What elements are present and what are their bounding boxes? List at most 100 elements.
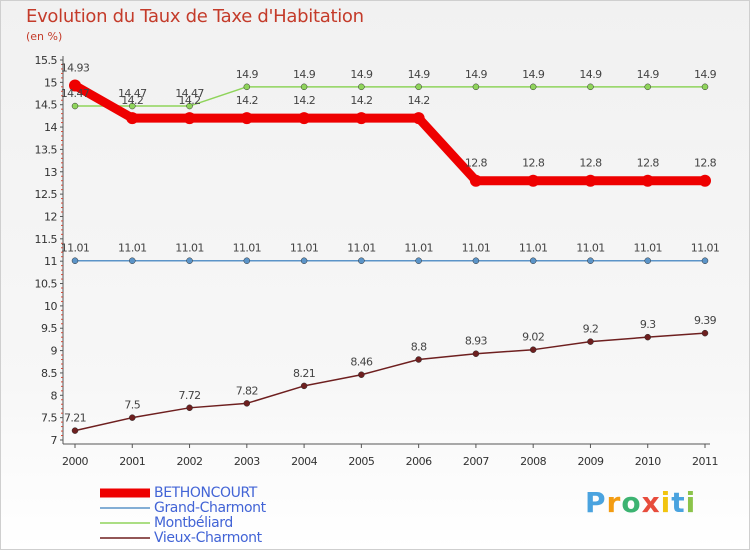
data-label: 11.01 <box>633 242 662 255</box>
data-point <box>71 427 79 434</box>
data-point <box>300 83 308 91</box>
data-point <box>243 400 251 407</box>
chart-title: Evolution du Taux de Taxe d'Habitation <box>26 6 364 27</box>
legend-item-grand-charmont[interactable]: Grand-Charmont <box>100 500 400 516</box>
data-point <box>298 112 311 125</box>
logo-letter: P <box>585 486 607 519</box>
data-point <box>71 102 79 110</box>
x-tick-label: 2009 <box>577 455 603 468</box>
data-point <box>701 329 709 337</box>
x-tick-label: 2000 <box>62 455 88 468</box>
data-point <box>355 112 368 125</box>
data-label: 14.9 <box>408 68 431 81</box>
x-tick-label: 2003 <box>234 455 260 468</box>
data-label: 11.01 <box>61 242 90 255</box>
data-point <box>644 333 651 341</box>
logo-letter: r <box>606 486 622 519</box>
data-point <box>587 83 594 91</box>
chart-subtitle: (en %) <box>26 30 63 43</box>
data-point <box>529 257 537 264</box>
data-point <box>699 174 711 187</box>
data-label: 9.02 <box>522 331 544 344</box>
data-label: 8.21 <box>293 367 315 380</box>
data-point <box>129 414 136 421</box>
data-label: 12.8 <box>579 157 602 170</box>
data-point <box>644 257 651 264</box>
legend-item-vieux-charmont[interactable]: Vieux-Charmont <box>100 530 400 546</box>
data-label: 11.01 <box>462 242 491 255</box>
data-point <box>415 356 422 363</box>
data-label: 9.3 <box>640 318 656 331</box>
data-point <box>472 257 480 264</box>
x-tick-label: 2007 <box>463 455 489 468</box>
data-point <box>415 83 422 91</box>
data-point <box>129 257 136 264</box>
data-label: 14.9 <box>350 68 373 81</box>
logo-letter: i <box>685 486 697 519</box>
logo-letter: o <box>621 486 642 519</box>
y-tick-label: 7.5 <box>41 412 57 425</box>
logo-letter: x <box>641 486 661 519</box>
legend-swatch-vieux-charmont <box>100 537 150 539</box>
legend-item-bethoncourt[interactable]: BETHONCOURT <box>100 485 400 501</box>
x-tick-label: 2002 <box>177 455 203 468</box>
legend-label-bethoncourt: BETHONCOURT <box>154 485 257 501</box>
data-point <box>186 102 193 110</box>
data-label: 14.2 <box>408 94 430 107</box>
legend-swatch-grand-charmont <box>100 507 150 509</box>
data-point <box>243 83 251 91</box>
data-label: 14.47 <box>175 87 204 100</box>
legend-swatch-bethoncourt <box>100 488 150 498</box>
data-point <box>300 382 308 390</box>
data-label: 12.8 <box>694 157 717 170</box>
data-label: 14.9 <box>465 68 488 81</box>
data-label: 11.01 <box>691 242 720 255</box>
data-label: 14.9 <box>637 68 660 81</box>
data-point <box>584 174 597 187</box>
y-tick-label: 12 <box>44 210 57 223</box>
x-tick-label: 2004 <box>291 455 317 468</box>
data-label: 14.2 <box>350 94 372 107</box>
data-point <box>358 371 365 378</box>
data-point <box>71 257 79 264</box>
data-point <box>701 83 709 91</box>
data-point <box>469 174 482 187</box>
data-point <box>358 83 365 91</box>
data-label: 12.8 <box>465 157 488 170</box>
y-tick-label: 13 <box>44 166 57 179</box>
data-label: 11.01 <box>576 242 605 255</box>
legend-label-montbeliard: Montbéliard <box>154 515 233 531</box>
y-tick-label: 9 <box>51 345 58 358</box>
y-tick-label: 14 <box>44 121 57 134</box>
y-tick-label: 11.5 <box>35 233 58 246</box>
series-line-vieux-charmont <box>74 332 706 432</box>
x-tick-label: 2010 <box>635 455 661 468</box>
y-tick-label: 9.5 <box>41 322 57 335</box>
data-label: 12.8 <box>637 157 660 170</box>
y-tick-label: 8 <box>51 389 58 402</box>
legend-swatch-montbeliard <box>100 522 150 524</box>
data-point <box>186 404 193 412</box>
data-point <box>186 257 193 264</box>
data-label: 14.9 <box>522 68 545 81</box>
data-point <box>644 83 651 91</box>
series-line-montbéliard <box>74 86 706 107</box>
x-tick-label: 2001 <box>119 455 145 468</box>
y-tick-label: 12.5 <box>35 188 58 201</box>
data-point <box>415 257 422 264</box>
logo-letter: t <box>671 486 686 519</box>
data-point <box>412 112 425 125</box>
y-tick-label: 15.5 <box>35 54 58 67</box>
legend-label-vieux-charmont: Vieux-Charmont <box>154 530 262 546</box>
legend-item-montbeliard[interactable]: Montbéliard <box>100 515 400 531</box>
series-line-bethoncourt <box>70 80 710 186</box>
y-tick-label: 10 <box>44 300 57 313</box>
data-label: 7.82 <box>236 384 258 397</box>
data-label: 11.01 <box>118 242 147 255</box>
data-point <box>587 338 594 345</box>
data-point <box>529 83 537 91</box>
data-label: 7.5 <box>124 399 140 412</box>
data-label: 7.21 <box>64 412 86 425</box>
